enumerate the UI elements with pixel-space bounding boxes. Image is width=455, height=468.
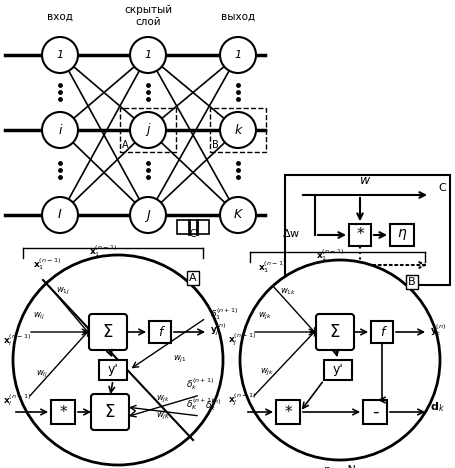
Text: скрытый
слой: скрытый слой [124, 5, 172, 27]
Text: $w_{1k}$: $w_{1k}$ [279, 286, 296, 297]
Text: $\mathbf{x}_1^{(n-1)}$: $\mathbf{x}_1^{(n-1)}$ [33, 256, 61, 272]
Text: C: C [189, 229, 196, 239]
Bar [324, 360, 351, 380]
Text: A: A [189, 273, 197, 283]
Text: w: w [359, 174, 369, 187]
Circle shape [42, 112, 78, 148]
Text: $\Sigma$: $\Sigma$ [329, 323, 340, 341]
Text: $\mathbf{d}_k$: $\mathbf{d}_k$ [429, 400, 444, 414]
Bar [51, 400, 75, 424]
FancyBboxPatch shape [91, 394, 129, 430]
Text: k: k [234, 124, 241, 137]
Text: i: i [58, 124, 61, 137]
Bar [370, 321, 392, 343]
Text: *: * [59, 404, 67, 419]
Circle shape [219, 112, 255, 148]
Text: $w_{Jk}$: $w_{Jk}$ [259, 367, 273, 378]
Circle shape [219, 197, 255, 233]
Text: $w_{jK}$: $w_{jK}$ [156, 411, 170, 422]
Text: $\Delta$w: $\Delta$w [281, 227, 299, 239]
Text: $\delta$: $\delta$ [367, 264, 376, 277]
FancyBboxPatch shape [89, 314, 127, 350]
Circle shape [42, 37, 78, 73]
Text: $\delta_1^{(n+1)}$: $\delta_1^{(n+1)}$ [210, 307, 238, 322]
Text: y': y' [332, 364, 343, 376]
Text: $\delta_k^{(n)}$: $\delta_k^{(n)}$ [205, 397, 222, 413]
Circle shape [130, 37, 166, 73]
Text: A: A [122, 140, 128, 150]
FancyBboxPatch shape [315, 314, 353, 350]
Circle shape [13, 255, 222, 465]
Text: $\mathbf{x}_I^{(n-1)}$: $\mathbf{x}_I^{(n-1)}$ [3, 392, 31, 408]
Bar [275, 400, 299, 424]
Text: 1: 1 [56, 50, 63, 60]
Text: B: B [407, 277, 415, 287]
Text: $\delta_k^{(n+1)}$: $\delta_k^{(n+1)}$ [186, 376, 214, 392]
Text: $\mathbf{x}_i^{(n-1)}$: $\mathbf{x}_i^{(n-1)}$ [3, 332, 31, 348]
Bar [210, 108, 265, 152]
Text: $\mathbf{y}_k^{(n)}$: $\mathbf{y}_k^{(n)}$ [429, 322, 445, 338]
Text: $w_{j1}$: $w_{j1}$ [172, 354, 186, 365]
Text: f: f [157, 326, 162, 338]
Text: 1: 1 [144, 50, 151, 60]
Text: *: * [283, 404, 291, 419]
Circle shape [130, 112, 166, 148]
Text: f: f [379, 326, 384, 338]
Text: $w_{jk}$: $w_{jk}$ [156, 394, 170, 405]
Text: выход: выход [221, 12, 254, 22]
Text: n = N: n = N [324, 465, 355, 468]
Bar [99, 360, 127, 380]
Text: $\mathbf{x}_j^{(n-1)}$: $\mathbf{x}_j^{(n-1)}$ [228, 332, 256, 348]
Bar [348, 224, 370, 246]
Text: I: I [58, 209, 62, 221]
Text: $w_{1j}$: $w_{1j}$ [56, 286, 70, 297]
Text: B: B [212, 140, 218, 150]
Text: *: * [355, 227, 363, 242]
Text: $\eta$: $\eta$ [396, 227, 406, 242]
Text: C: C [437, 183, 445, 193]
Circle shape [219, 37, 255, 73]
Bar [149, 321, 171, 343]
Text: j: j [146, 124, 149, 137]
Text: $\mathbf{x}_1^{(n-1)}$: $\mathbf{x}_1^{(n-1)}$ [89, 243, 117, 259]
Text: $w_{Ij}$: $w_{Ij}$ [36, 369, 48, 380]
Bar [362, 400, 386, 424]
Text: 1: 1 [234, 50, 241, 60]
Circle shape [130, 197, 166, 233]
Text: $\mathbf{x}_1^{(n-1)}$: $\mathbf{x}_1^{(n-1)}$ [258, 259, 285, 275]
Text: -: - [371, 403, 377, 421]
Text: $\delta_K^{(n+1)}$: $\delta_K^{(n+1)}$ [186, 396, 214, 412]
Text: y': y' [107, 364, 118, 376]
Text: $\mathbf{x}_1^{(n-1)}$: $\mathbf{x}_1^{(n-1)}$ [315, 247, 343, 263]
Bar [284, 175, 449, 285]
Text: $w_{jk}$: $w_{jk}$ [258, 311, 272, 322]
Text: $\mathbf{x}_J^{(n-1)}$: $\mathbf{x}_J^{(n-1)}$ [228, 392, 256, 408]
Text: $w_{ij}$: $w_{ij}$ [33, 311, 45, 322]
Text: $\mathbf{y}_j^{(n)}$: $\mathbf{y}_j^{(n)}$ [210, 322, 226, 338]
Bar [120, 108, 176, 152]
Bar [389, 224, 413, 246]
Bar [177, 220, 208, 234]
Text: $\Sigma$: $\Sigma$ [102, 323, 113, 341]
Text: $\Sigma$: $\Sigma$ [104, 403, 116, 421]
Circle shape [42, 197, 78, 233]
Circle shape [239, 260, 439, 460]
Text: J: J [146, 209, 150, 221]
Text: вход: вход [47, 12, 73, 22]
Text: K: K [233, 209, 242, 221]
